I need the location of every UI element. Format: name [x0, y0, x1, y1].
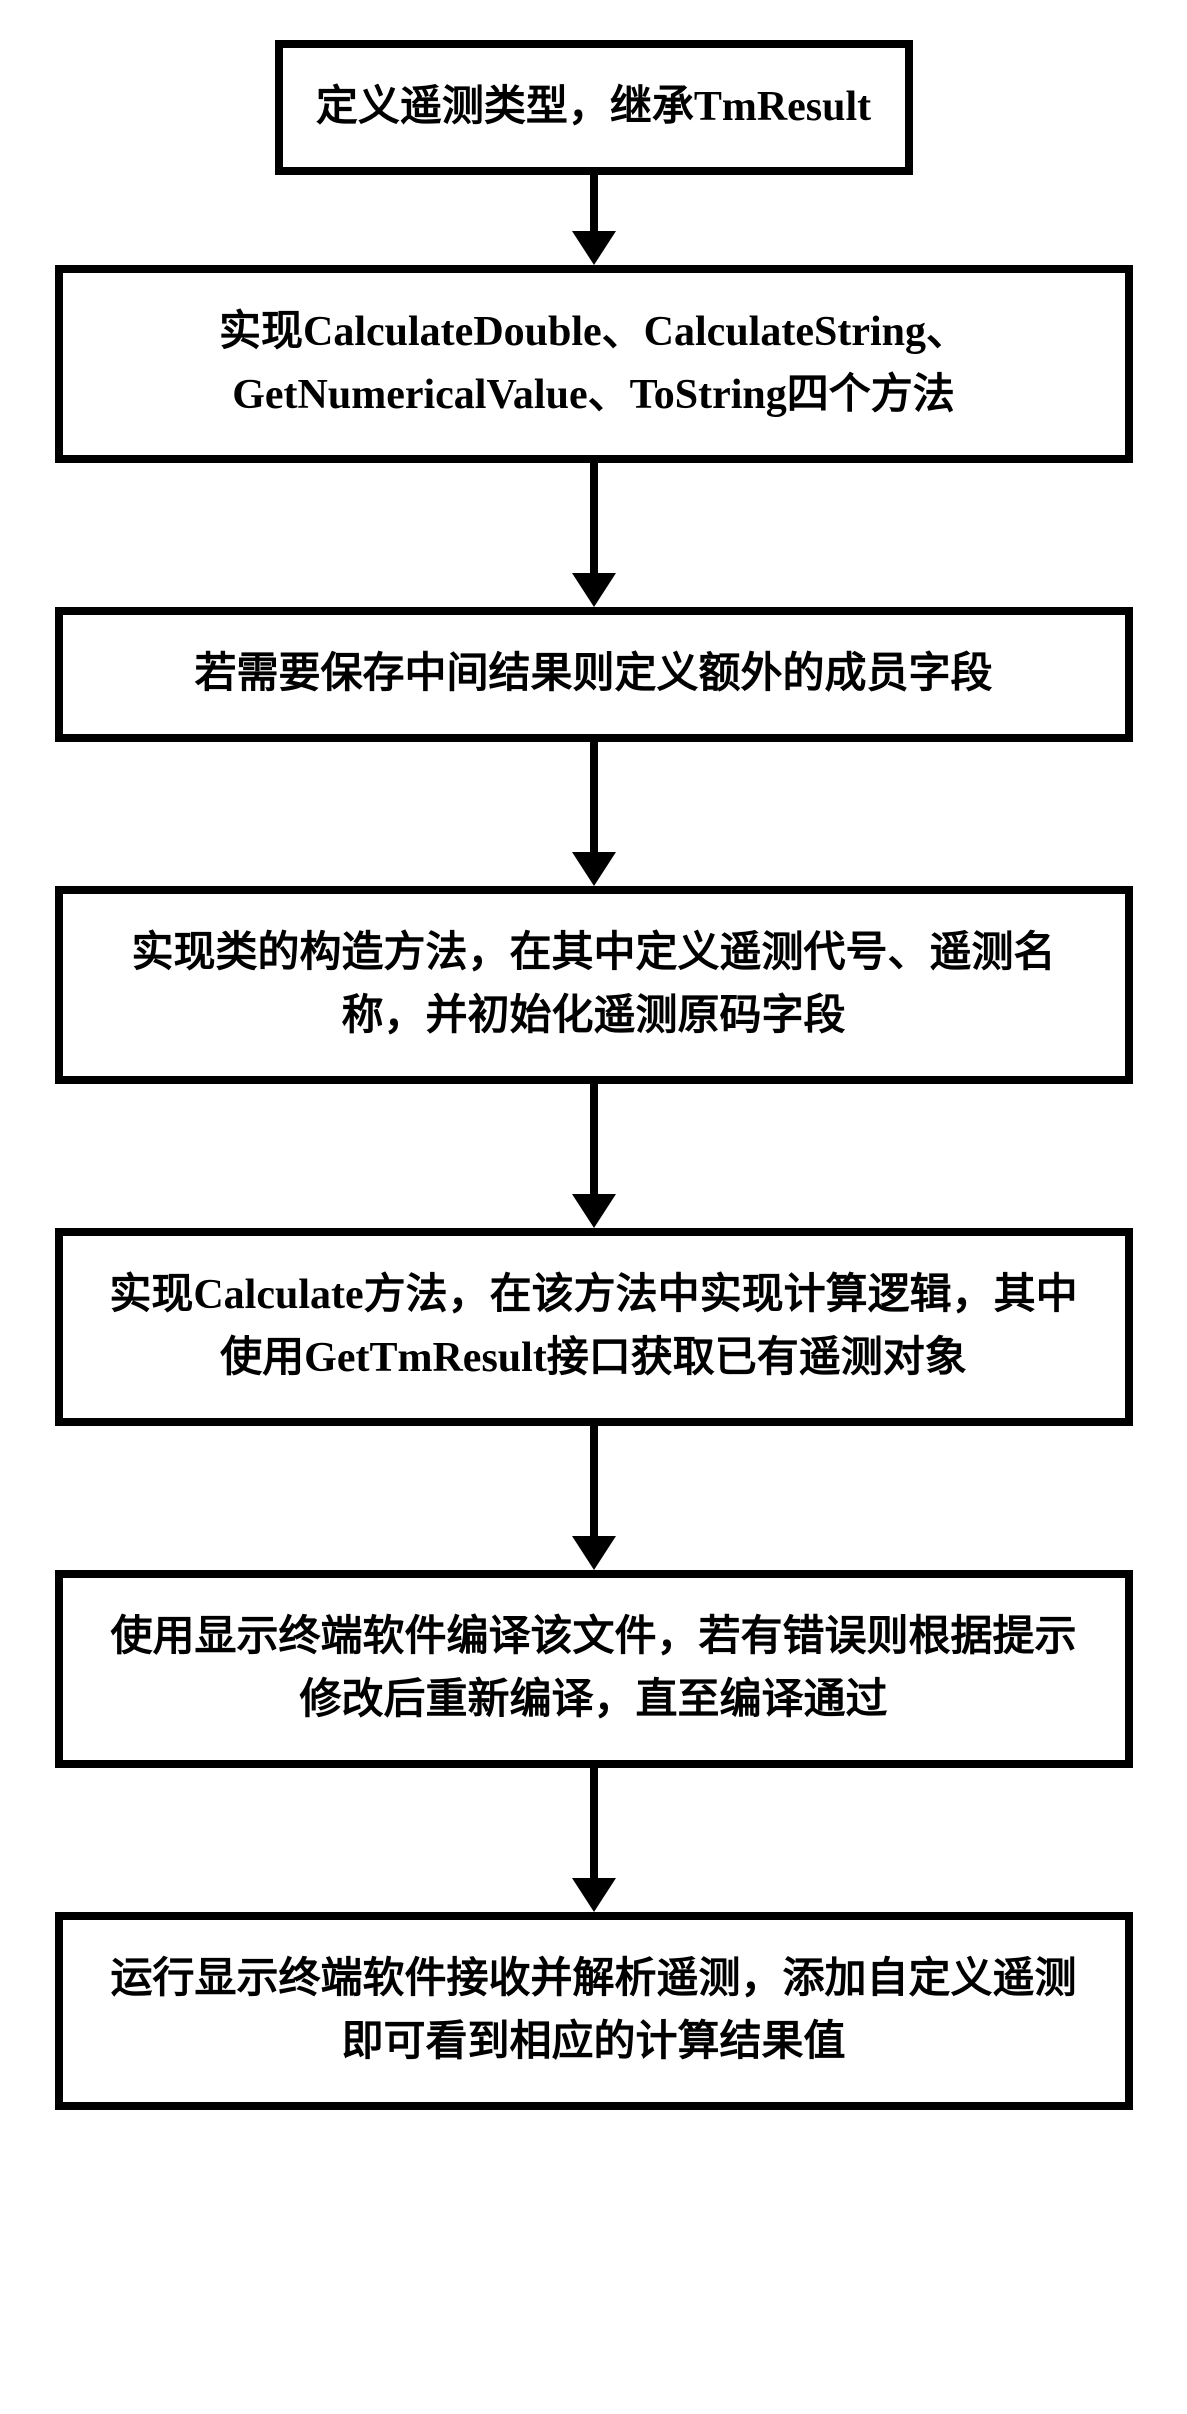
- arrow-head-icon: [572, 1878, 616, 1912]
- arrow-line: [590, 1426, 598, 1536]
- flow-arrow-4: [572, 1084, 616, 1228]
- flow-node-5: 实现Calculate方法，在该方法中实现计算逻辑，其中使用GetTmResul…: [55, 1228, 1133, 1426]
- flow-node-7-text: 运行显示终端软件接收并解析遥测，添加自定义遥测即可看到相应的计算结果值: [110, 1956, 1076, 2065]
- arrow-head-icon: [572, 573, 616, 607]
- arrow-line: [590, 463, 598, 573]
- flow-arrow-2: [572, 463, 616, 607]
- flow-node-1-text: 定义遥测类型，继承TmResult: [316, 84, 871, 130]
- flow-node-5-text: 实现Calculate方法，在该方法中实现计算逻辑，其中使用GetTmResul…: [109, 1272, 1077, 1381]
- flow-node-4: 实现类的构造方法，在其中定义遥测代号、遥测名称，并初始化遥测原码字段: [55, 886, 1133, 1084]
- flow-arrow-1: [572, 175, 616, 265]
- arrow-line: [590, 175, 598, 231]
- arrow-head-icon: [572, 1194, 616, 1228]
- flow-node-3: 若需要保存中间结果则定义额外的成员字段: [55, 607, 1133, 742]
- flow-arrow-5: [572, 1426, 616, 1570]
- flow-node-6: 使用显示终端软件编译该文件，若有错误则根据提示修改后重新编译，直至编译通过: [55, 1570, 1133, 1768]
- flow-node-1: 定义遥测类型，继承TmResult: [275, 40, 913, 175]
- flow-node-2-text: 实现CalculateDouble、CalculateString、GetNum…: [219, 309, 968, 418]
- flow-node-7: 运行显示终端软件接收并解析遥测，添加自定义遥测即可看到相应的计算结果值: [55, 1912, 1133, 2110]
- flow-node-3-text: 若需要保存中间结果则定义额外的成员字段: [194, 651, 992, 697]
- arrow-line: [590, 1768, 598, 1878]
- flowchart-container: 定义遥测类型，继承TmResult 实现CalculateDouble、Calc…: [44, 40, 1144, 2110]
- flow-arrow-6: [572, 1768, 616, 1912]
- flow-node-6-text: 使用显示终端软件编译该文件，若有错误则根据提示修改后重新编译，直至编译通过: [110, 1614, 1076, 1723]
- arrow-head-icon: [572, 231, 616, 265]
- flow-arrow-3: [572, 742, 616, 886]
- arrow-head-icon: [572, 852, 616, 886]
- arrow-head-icon: [572, 1536, 616, 1570]
- arrow-line: [590, 1084, 598, 1194]
- flow-node-2: 实现CalculateDouble、CalculateString、GetNum…: [55, 265, 1133, 463]
- arrow-line: [590, 742, 598, 852]
- flow-node-4-text: 实现类的构造方法，在其中定义遥测代号、遥测名称，并初始化遥测原码字段: [131, 930, 1055, 1039]
